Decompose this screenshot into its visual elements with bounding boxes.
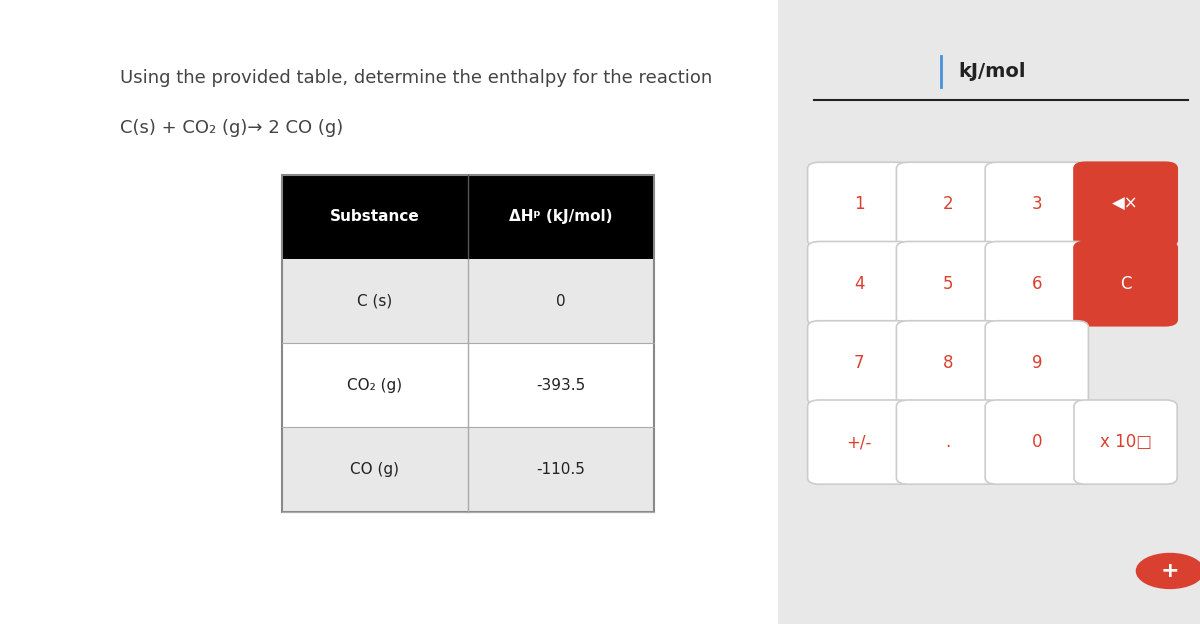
Text: 0: 0 <box>556 293 566 309</box>
Text: +: + <box>1160 561 1180 581</box>
FancyBboxPatch shape <box>778 0 1200 624</box>
Text: C: C <box>1120 275 1132 293</box>
FancyBboxPatch shape <box>808 162 911 246</box>
Text: ◀×: ◀× <box>1112 195 1139 213</box>
Text: C(s) + CO₂ (g)→ 2 CO (g): C(s) + CO₂ (g)→ 2 CO (g) <box>120 119 343 137</box>
Text: -110.5: -110.5 <box>536 462 586 477</box>
FancyBboxPatch shape <box>985 400 1088 484</box>
FancyBboxPatch shape <box>1074 400 1177 484</box>
FancyBboxPatch shape <box>282 175 654 259</box>
FancyBboxPatch shape <box>1074 241 1177 326</box>
FancyBboxPatch shape <box>985 162 1088 246</box>
Text: +/-: +/- <box>846 433 872 451</box>
Text: .: . <box>946 433 950 451</box>
FancyBboxPatch shape <box>896 162 1000 246</box>
Text: 0: 0 <box>1032 433 1042 451</box>
Text: ΔHᵖ (kJ/mol): ΔHᵖ (kJ/mol) <box>509 209 613 225</box>
FancyBboxPatch shape <box>985 321 1088 405</box>
FancyBboxPatch shape <box>808 321 911 405</box>
Text: 7: 7 <box>854 354 864 372</box>
Text: 5: 5 <box>943 275 953 293</box>
Text: 2: 2 <box>943 195 953 213</box>
Text: x 10□: x 10□ <box>1099 433 1152 451</box>
Text: 9: 9 <box>1032 354 1042 372</box>
FancyBboxPatch shape <box>896 241 1000 326</box>
Text: kJ/mol: kJ/mol <box>959 62 1026 81</box>
Text: 4: 4 <box>854 275 864 293</box>
FancyBboxPatch shape <box>282 343 654 427</box>
Text: Substance: Substance <box>330 209 420 225</box>
FancyBboxPatch shape <box>896 321 1000 405</box>
FancyBboxPatch shape <box>282 427 654 512</box>
Text: 1: 1 <box>854 195 864 213</box>
FancyBboxPatch shape <box>808 241 911 326</box>
Text: CO₂ (g): CO₂ (g) <box>348 378 402 393</box>
FancyBboxPatch shape <box>1074 162 1177 246</box>
Text: CO (g): CO (g) <box>350 462 400 477</box>
Text: 6: 6 <box>1032 275 1042 293</box>
Text: 8: 8 <box>943 354 953 372</box>
Text: -393.5: -393.5 <box>536 378 586 393</box>
FancyBboxPatch shape <box>282 259 654 343</box>
FancyBboxPatch shape <box>808 400 911 484</box>
Text: 3: 3 <box>1032 195 1042 213</box>
FancyBboxPatch shape <box>985 241 1088 326</box>
Text: C (s): C (s) <box>358 293 392 309</box>
FancyBboxPatch shape <box>896 400 1000 484</box>
Circle shape <box>1136 553 1200 588</box>
Text: Using the provided table, determine the enthalpy for the reaction: Using the provided table, determine the … <box>120 69 713 87</box>
